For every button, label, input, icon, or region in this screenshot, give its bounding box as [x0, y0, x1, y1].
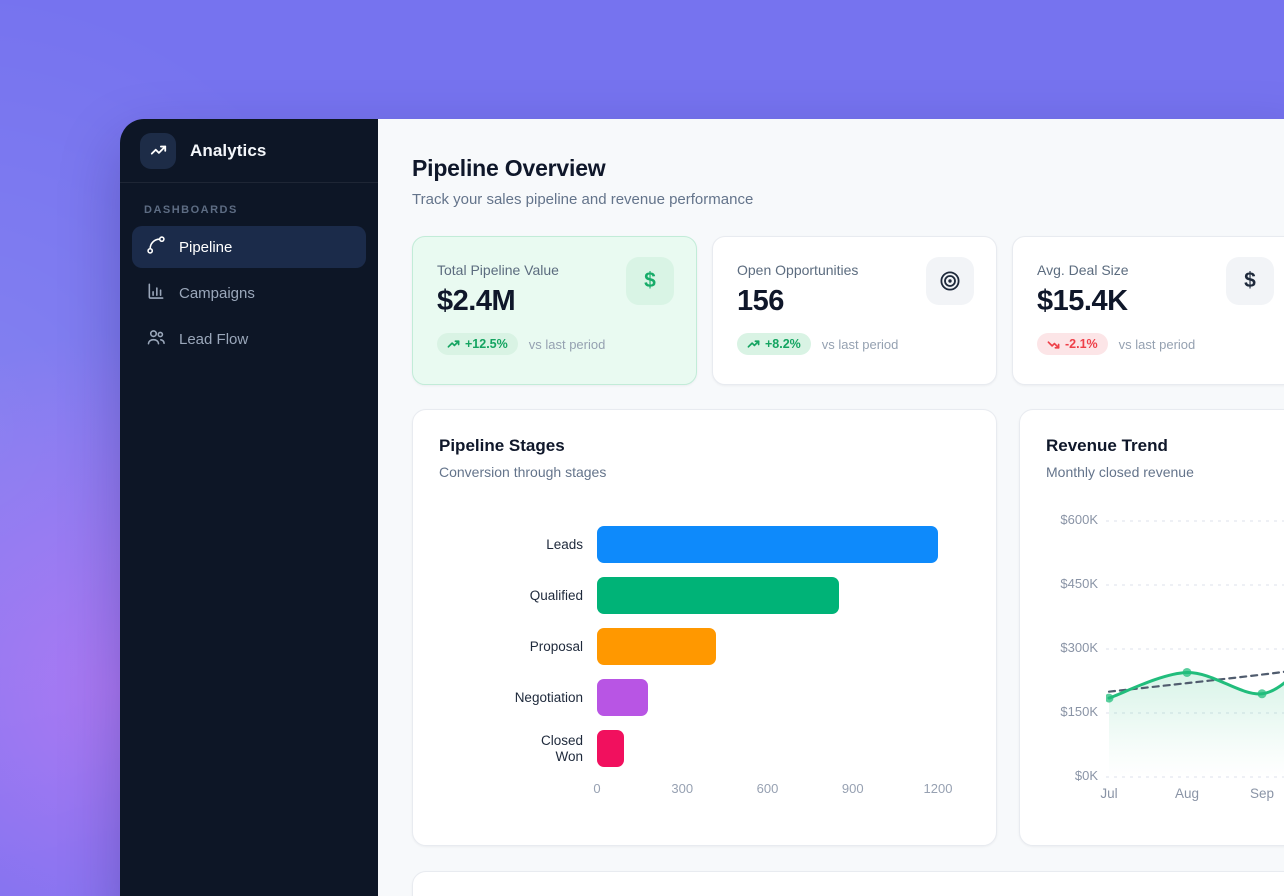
chart-subtitle: Monthly closed revenue [1046, 464, 1194, 480]
stage-bars: Leads Qualified Proposal Negotiation Closed … [439, 526, 970, 767]
bar-track [597, 730, 938, 767]
pipeline-stages-card: Pipeline Stages Conversion through stage… [412, 409, 997, 846]
bar-row: Negotiation [439, 679, 970, 716]
bar-track [597, 628, 938, 665]
sidebar-nav: Pipeline Campaigns [120, 226, 378, 364]
x-axis-tick: 0 [593, 781, 601, 796]
sidebar-section-label: DASHBOARDS [144, 204, 238, 216]
compare-text: vs last period [821, 336, 899, 352]
kpi-card-open-opportunities: Open Opportunities 156 +8.2% vs last per… [712, 236, 997, 385]
page-subtitle: Track your sales pipeline and revenue pe… [412, 191, 754, 208]
delta-value: +12.5% [465, 337, 508, 351]
bar-track [597, 679, 938, 716]
dollar-icon: $ [626, 257, 674, 305]
compare-text: vs last period [528, 336, 606, 352]
charts-row: Pipeline Stages Conversion through stage… [412, 409, 1284, 846]
stage-bar[interactable] [597, 730, 624, 767]
trending-up-icon [140, 132, 176, 169]
sidebar: Analytics DASHBOARDS Pipeline [120, 119, 378, 896]
dollar-icon: $ [1226, 257, 1274, 305]
stage-bar[interactable] [597, 679, 649, 716]
bar-chart-icon [146, 281, 166, 305]
bar-row: Proposal [439, 628, 970, 665]
app-window: Analytics DASHBOARDS Pipeline [120, 119, 1284, 896]
kpi-card-avg-deal-size: Avg. Deal Size $15.4K $ -2.1% vs last pe… [1012, 236, 1284, 385]
bottom-card [412, 871, 1284, 896]
delta-badge: +12.5% [437, 333, 518, 355]
revenue-trend-card: Revenue Trend Monthly closed revenue $60… [1019, 409, 1284, 846]
spline-icon [146, 235, 166, 259]
bar-track [597, 577, 938, 614]
x-axis-tick: 300 [671, 781, 694, 796]
data-point[interactable] [1182, 667, 1192, 677]
app-title: Analytics [190, 140, 267, 160]
bar-track [597, 526, 938, 563]
y-axis-tick: $600K [1060, 512, 1098, 527]
sidebar-item-campaigns[interactable]: Campaigns [132, 272, 366, 314]
sidebar-item-label: Lead Flow [179, 330, 249, 348]
users-icon [146, 327, 166, 351]
trend-down-icon [1047, 340, 1060, 349]
chart-title: Revenue Trend [1046, 436, 1168, 455]
bar-category-label: Closed Won [540, 732, 583, 764]
main-content: Pipeline Overview Track your sales pipel… [378, 119, 1284, 896]
x-axis-tick: 600 [756, 781, 779, 796]
x-axis-tick: 1200 [923, 781, 953, 796]
app-logo[interactable]: Analytics [120, 119, 378, 182]
kpi-value: $15.4K [1037, 285, 1128, 317]
kpi-card-total-pipeline-value: Total Pipeline Value $2.4M $ +12.5% vs l… [412, 236, 697, 385]
x-axis-tick: Jul [1100, 786, 1118, 801]
delta-value: -2.1% [1065, 337, 1098, 351]
x-axis-tick: Aug [1174, 786, 1200, 801]
trend-up-icon [747, 339, 760, 348]
sidebar-item-pipeline[interactable]: Pipeline [132, 226, 366, 268]
y-axis-tick: $450K [1060, 576, 1098, 591]
data-point[interactable] [1106, 693, 1114, 703]
bar-category-label: Qualified [529, 587, 583, 603]
stage-x-axis: 0 300 600 900 1200 [593, 781, 952, 799]
delta-badge: -2.1% [1037, 333, 1108, 355]
bar-category-label: Proposal [529, 638, 583, 654]
bar-category-label: Negotiation [514, 689, 583, 705]
revenue-area [1109, 672, 1284, 777]
sidebar-item-lead-flow[interactable]: Lead Flow [132, 318, 366, 360]
trend-dashed-line [1107, 670, 1284, 693]
sidebar-item-label: Campaigns [179, 284, 255, 302]
kpi-value: $2.4M [437, 285, 516, 317]
kpi-label: Open Opportunities [737, 262, 859, 278]
kpi-value: 156 [737, 285, 784, 317]
bar-category-label: Leads [546, 536, 583, 552]
kpi-row: Total Pipeline Value $2.4M $ +12.5% vs l… [412, 236, 1284, 385]
kpi-label: Total Pipeline Value [437, 262, 559, 278]
y-axis-tick: $300K [1060, 640, 1098, 655]
kpi-label: Avg. Deal Size [1037, 262, 1129, 278]
rev-chart-svg [1106, 520, 1284, 778]
bar-row: Qualified [439, 577, 970, 614]
x-axis-tick: 900 [841, 781, 864, 796]
stage-bar[interactable] [597, 628, 717, 665]
y-axis-tick: $0K [1074, 768, 1098, 783]
sidebar-divider [120, 182, 378, 183]
delta-badge: +8.2% [737, 333, 811, 355]
revenue-line [1107, 670, 1284, 700]
chart-title: Pipeline Stages [439, 436, 565, 455]
target-icon [926, 257, 974, 305]
bar-row: Closed Won [439, 730, 970, 767]
chart-subtitle: Conversion through stages [439, 464, 607, 480]
trend-up-icon [447, 339, 460, 348]
sidebar-item-label: Pipeline [179, 238, 233, 256]
y-axis-tick: $150K [1060, 704, 1098, 719]
bar-row: Leads [439, 526, 970, 563]
page-title: Pipeline Overview [412, 155, 606, 181]
data-point[interactable] [1257, 689, 1267, 699]
stage-bar[interactable] [597, 577, 839, 614]
stage-bar[interactable] [597, 526, 938, 563]
x-axis-tick: Sep [1249, 786, 1275, 801]
delta-value: +8.2% [765, 337, 801, 351]
compare-text: vs last period [1118, 336, 1196, 352]
